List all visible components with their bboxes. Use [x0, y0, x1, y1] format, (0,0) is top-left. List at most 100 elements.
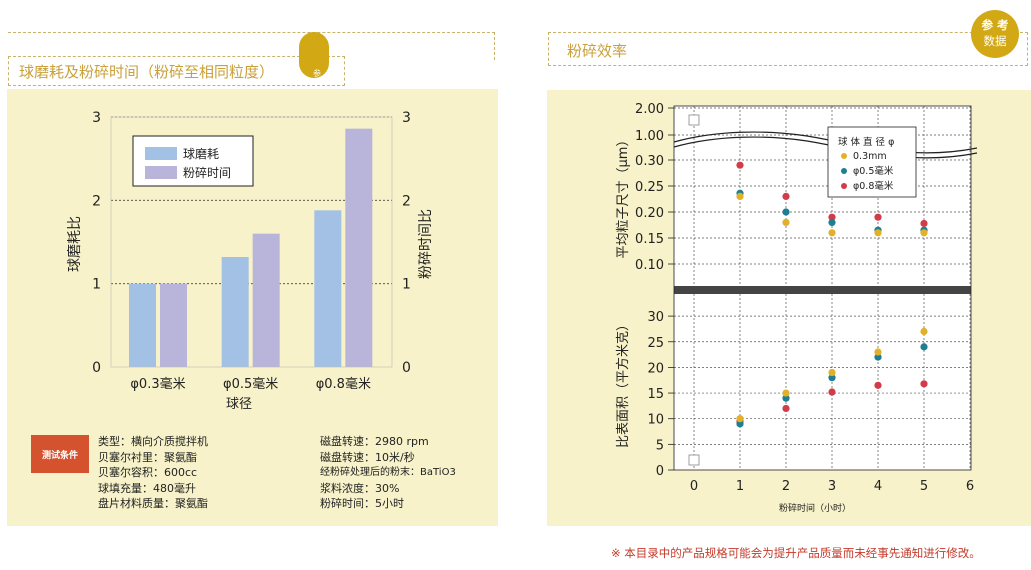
- bar-legend: 球磨耗 粉碎时间: [132, 135, 254, 187]
- point-area-0: [920, 327, 928, 336]
- condition-item: 经粉碎处理后的粉末：BaTiO3: [320, 467, 456, 478]
- footnote: ※ 本目录中的产品规格可能会为提升产品质量而未经事先通知进行修改。: [611, 546, 981, 560]
- bar-ball-wear: [129, 283, 156, 367]
- bar-plot-frame: [110, 116, 393, 368]
- point-size-2: [736, 161, 744, 169]
- bar-ylabel-left: 球磨耗比: [67, 216, 83, 272]
- point-size-2: [920, 219, 928, 228]
- scatter-ytick-top: 0.30: [635, 154, 664, 169]
- bar-grind-time: [252, 233, 280, 367]
- condition-item: 浆料浓度：30%: [320, 481, 400, 495]
- scatter-xtick: 2: [782, 479, 790, 494]
- scatter-plot-frame: [673, 105, 972, 471]
- scatter-ytick-bottom: 5: [656, 438, 664, 453]
- marker-placeholder-bottom: [688, 454, 700, 466]
- bar-chart: 0 0 1 1 2 2 3 3 φ0.3毫米 φ0.5毫米 φ0.8毫米 球磨耗比 粉碎时间比 球径…: [67, 110, 434, 412]
- legend-swatch-grind-time: [145, 166, 177, 179]
- scatter-xtick: 5: [920, 479, 928, 494]
- condition-item: 球填充量：480毫升: [98, 481, 196, 495]
- condition-item: 盘片材料质量：聚氨酯: [98, 497, 208, 510]
- scatter-ytick-top: 0.10: [635, 258, 664, 273]
- bar-xtick: φ0.5毫米: [223, 376, 278, 392]
- condition-item: 粉碎时间：5小时: [320, 497, 404, 510]
- legend-title: 球 体 直 径 φ: [838, 136, 894, 148]
- point-area-2: [782, 404, 790, 413]
- scatter-legend: 球 体 直 径 φ 0.3mm φ0.5毫米 φ0.8毫米: [827, 126, 917, 198]
- scatter-ylabel-top: 平均粒子尺寸（μm）: [616, 134, 631, 259]
- point-size-2: [782, 192, 790, 200]
- bar-ytick-right: 3: [402, 110, 411, 126]
- point-area-0: [828, 368, 836, 377]
- point-size-0: [920, 229, 928, 237]
- point-size-1: [828, 218, 836, 226]
- bar-grind-time: [160, 283, 187, 367]
- top-plot-bg: [674, 106, 971, 287]
- point-size-1: [782, 208, 790, 216]
- scatter-xtick: 0: [690, 479, 698, 494]
- bar-xlabel: 球径: [226, 397, 252, 412]
- point-area-1: [920, 343, 928, 351]
- conditions-col1: 类型：横向介质搅拌机 贝塞尔衬里：聚氨酯 贝塞尔容积：600cc 球填充量：48…: [98, 434, 208, 512]
- bar-ytick-right: 0: [402, 360, 411, 376]
- legend-swatch-ball-wear: [145, 147, 177, 160]
- point-size-0: [874, 229, 882, 237]
- test-conditions-badge: 测试条件: [31, 435, 89, 473]
- bar-ytick-left: 0: [92, 360, 101, 376]
- point-area-2: [828, 388, 836, 396]
- bar-xtick: φ0.8毫米: [316, 376, 371, 392]
- left-section-title: 球磨耗及粉碎时间（粉碎至相同粒度）: [8, 56, 345, 86]
- left-frame-line: [8, 32, 495, 33]
- legend-label-0-3: 0.3mm: [853, 151, 887, 162]
- point-area-0: [736, 415, 744, 423]
- point-area-1: [782, 394, 790, 402]
- legend-label-grind-time: 粉碎时间: [183, 165, 231, 180]
- condition-item: 磁盘转速：2980 rpm: [320, 435, 429, 448]
- legend-label-0-5: φ0.5毫米: [853, 165, 894, 177]
- bar-ytick-left: 1: [92, 277, 101, 293]
- legend-dot-0-5: [841, 168, 847, 174]
- section-divider: [674, 286, 971, 294]
- bar-ytick-left: 2: [92, 193, 101, 209]
- legend-label-0-8: φ0.8毫米: [853, 180, 894, 192]
- condition-item: 贝塞尔容积：600cc: [98, 466, 198, 479]
- legend-label-ball-wear: 球磨耗: [183, 147, 219, 161]
- condition-item: 磁盘转速：10米/秒: [320, 450, 415, 464]
- bar-ytick-left: 3: [92, 110, 101, 126]
- scatter-xtick: 6: [966, 479, 974, 494]
- legend-dot-0-3: [841, 153, 847, 159]
- point-area-0: [874, 348, 882, 356]
- bar-grind-time: [345, 128, 373, 367]
- condition-item: 贝塞尔衬里：聚氨酯: [98, 450, 197, 464]
- point-size-0: [828, 229, 836, 237]
- scatter-ytick-bottom: 20: [647, 361, 664, 376]
- reference-tab-char: 参: [313, 69, 321, 78]
- axis-break-curve-lower: [673, 136, 978, 159]
- bar-xtick: φ0.3毫米: [130, 376, 185, 392]
- point-size-0: [782, 218, 790, 226]
- scatter-xtick: 3: [828, 479, 836, 494]
- reference-data-badge-text: 参 考 数据: [981, 18, 1009, 48]
- scatter-ylabel-bottom: 比表面积（平方米克）: [615, 318, 631, 448]
- scatter-ytick-top: 0.25: [635, 180, 664, 195]
- scatter-ytick-top: 2.00: [635, 102, 664, 117]
- bar-ball-wear: [221, 257, 249, 367]
- point-size-2: [874, 213, 882, 221]
- scatter-ytick-top: 0.20: [635, 206, 664, 221]
- scatter-ytick-bottom: 15: [647, 387, 664, 402]
- bar-ytick-right: 2: [402, 193, 411, 209]
- scatter-ytick-bottom: 30: [647, 310, 664, 325]
- right-section-title: 粉碎效率: [548, 32, 1028, 66]
- reference-tab: [299, 32, 329, 78]
- point-area-2: [874, 381, 882, 389]
- point-size-0: [736, 192, 744, 200]
- marker-placeholder-top: [688, 114, 700, 126]
- scatter-xlabel: 粉碎时间（小时）: [779, 502, 851, 514]
- reference-data-badge: [971, 10, 1019, 58]
- scatter-chart: 0 1 2 3 4 5 6 2.00 1.00 0.30 0.25 0.20 0.15 0.10 0 5 10 1…: [615, 102, 978, 514]
- bar-ball-wear: [314, 210, 342, 367]
- point-area-1: [736, 420, 744, 428]
- scatter-ytick-bottom: 25: [647, 336, 664, 351]
- scatter-ytick-bottom: 0: [656, 464, 664, 479]
- point-area-1: [828, 374, 836, 382]
- bar-ylabel-right: 粉碎时间比: [418, 209, 434, 279]
